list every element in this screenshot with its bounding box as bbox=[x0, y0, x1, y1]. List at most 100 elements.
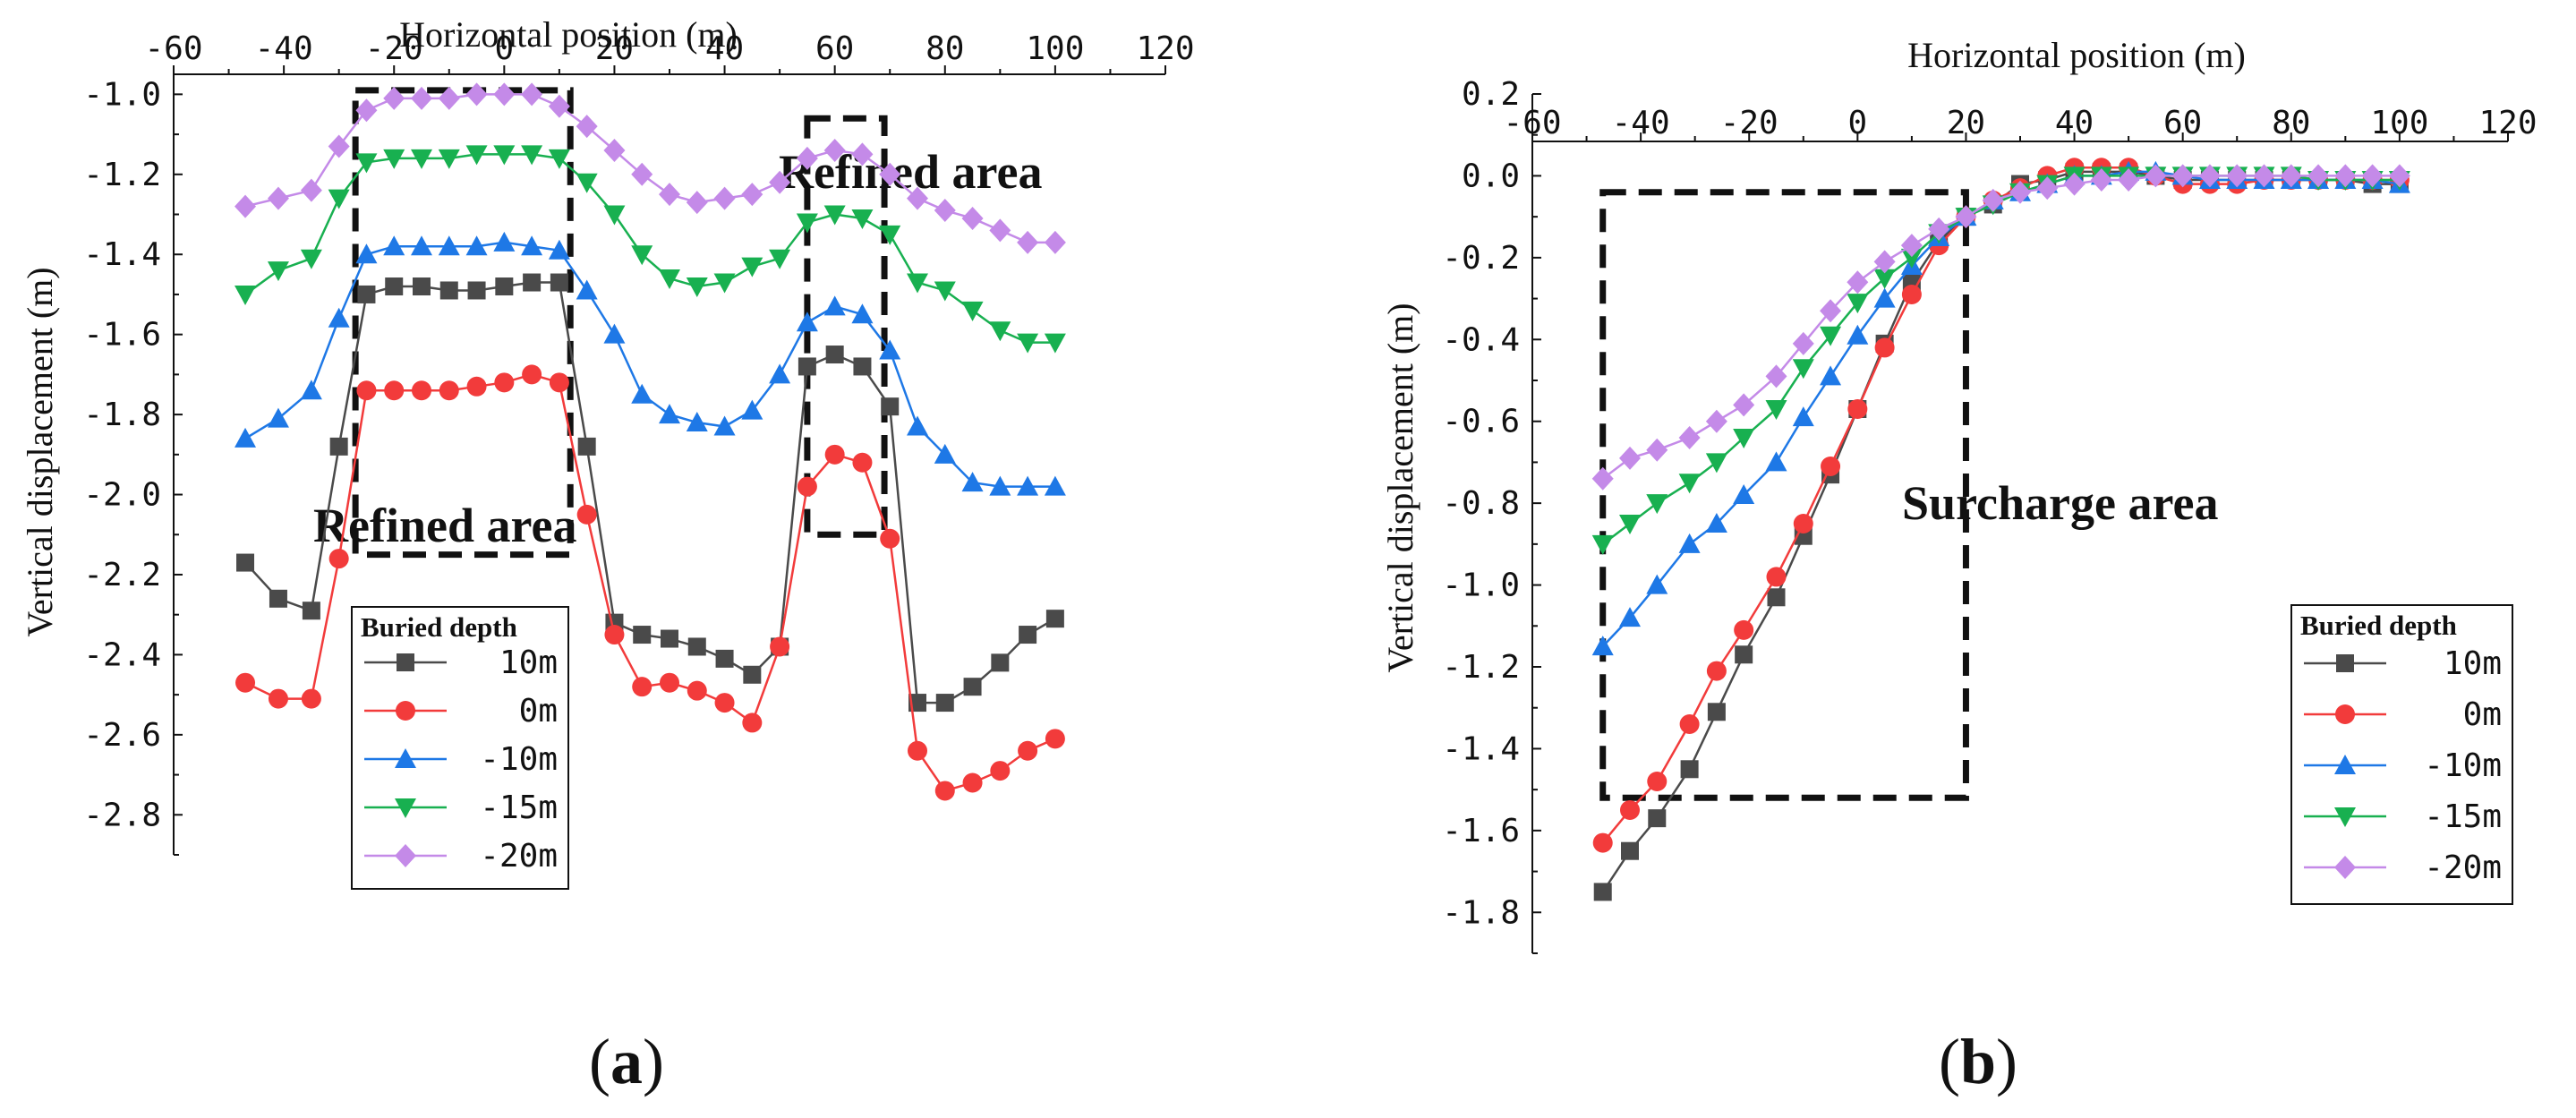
chart-b-point--15m bbox=[1765, 400, 1787, 420]
chart-b-point--20m bbox=[2307, 164, 2330, 188]
chart-a-y-tick-label: -1.4 bbox=[83, 236, 161, 273]
chart-b-point--20m bbox=[2280, 164, 2302, 188]
chart-a-y-tick-label: -2.8 bbox=[83, 797, 161, 833]
chart-a-y-tick-label: -1.0 bbox=[83, 76, 161, 113]
chart-a-point--15m bbox=[659, 269, 680, 290]
chart-a-point--10m bbox=[465, 235, 488, 256]
chart-b-y-tick-label: -0.8 bbox=[1442, 485, 1520, 522]
chart-b-x-tick-label: 20 bbox=[1947, 105, 1985, 141]
chart-a-point--15m bbox=[548, 149, 570, 169]
chart-a-point--20m bbox=[576, 115, 598, 139]
chart-b-legend-box bbox=[2290, 604, 2513, 905]
chart-b-y-tick-label: -1.8 bbox=[1442, 894, 1520, 931]
chart-b-point-0m bbox=[1706, 661, 1727, 681]
chart-a-point--10m bbox=[300, 380, 322, 400]
chart-b-dashed-region-1 bbox=[1599, 189, 1969, 801]
chart-a-x-tick-label: -60 bbox=[144, 30, 202, 67]
chart-b-legend-marker--20m bbox=[2334, 856, 2356, 879]
chart-b-point--10m bbox=[1847, 324, 1869, 345]
chart-a-point--10m bbox=[1044, 475, 1066, 496]
chart-a-point--10m bbox=[769, 363, 791, 384]
chart-b-point--10m bbox=[1820, 365, 1842, 386]
chart-b-legend-marker--15m bbox=[2334, 807, 2356, 827]
chart-b-point-0m bbox=[1592, 832, 1613, 853]
chart-a-point-0m bbox=[356, 380, 377, 401]
chart-a-y-tick-label: -2.4 bbox=[83, 636, 161, 673]
chart-a-point-0m bbox=[990, 761, 1011, 781]
chart-a-legend-title: Buried depth bbox=[361, 611, 517, 643]
chart-a-point-0m bbox=[466, 376, 487, 397]
chart-a-point--10m bbox=[686, 412, 708, 432]
chart-a-point-0m bbox=[632, 677, 653, 697]
chart-a-y-tick-label: -2.2 bbox=[83, 557, 161, 593]
panel-label-a: (a) bbox=[589, 1026, 664, 1097]
chart-a-x-tick-label: 40 bbox=[705, 30, 744, 67]
chart-a-point--15m bbox=[438, 149, 460, 169]
chart-a-point--20m bbox=[1044, 230, 1066, 254]
chart-a-point-10m bbox=[1045, 610, 1064, 628]
chart-a-point-0m bbox=[852, 452, 873, 473]
chart-a-point--20m bbox=[686, 191, 708, 215]
chart-a-point--20m bbox=[267, 186, 289, 210]
chart-a-point--20m bbox=[383, 86, 405, 110]
chart-b-y-tick-label: -1.6 bbox=[1442, 813, 1520, 849]
chart-a-y-tick-label: -1.8 bbox=[83, 397, 161, 433]
chart-a-point--20m bbox=[934, 199, 956, 223]
chart-a-point-0m bbox=[1018, 740, 1038, 761]
chart-a-point-0m bbox=[660, 672, 679, 693]
chart-a-series-line--10m bbox=[244, 241, 1055, 488]
panel-b-open: ( bbox=[1939, 1026, 1960, 1097]
chart-b-point--20m bbox=[1792, 331, 1814, 355]
chart-b-point--10m bbox=[1765, 451, 1787, 472]
chart-a-point--15m bbox=[879, 225, 901, 245]
chart-a-point-10m bbox=[798, 357, 816, 376]
chart-b-point--20m bbox=[2388, 164, 2410, 188]
chart-a-x-tick-label: 60 bbox=[815, 30, 854, 67]
chart-b-point--15m bbox=[1678, 474, 1701, 494]
chart-a-x-tick-label: -20 bbox=[365, 30, 423, 67]
chart-a-point--15m bbox=[465, 145, 488, 166]
chart-a-point-10m bbox=[991, 653, 1010, 672]
chart-b-point-0m bbox=[1647, 772, 1668, 791]
chart-b-point--20m bbox=[2226, 164, 2248, 188]
chart-a-point--20m bbox=[328, 134, 350, 158]
chart-b-y-tick-label: -1.2 bbox=[1442, 649, 1520, 686]
chart-a-point-0m bbox=[824, 444, 845, 465]
chart-a-point-0m bbox=[908, 740, 927, 761]
chart-a-x-tick-label: 120 bbox=[1136, 30, 1194, 67]
chart-b-point--20m bbox=[2253, 164, 2275, 188]
chart-a-point--15m bbox=[521, 145, 543, 166]
chart-b-x-tick-label: 0 bbox=[1847, 105, 1867, 141]
chart-a-point--15m bbox=[603, 205, 626, 226]
chart-a-point-10m bbox=[495, 277, 514, 296]
chart-a-point--10m bbox=[796, 312, 818, 332]
chart-a-legend-label-0m: 0m bbox=[519, 693, 558, 730]
chart-b-point--10m bbox=[1591, 636, 1614, 656]
chart-a-point--10m bbox=[521, 235, 543, 256]
chart-b-point-10m bbox=[1680, 760, 1699, 779]
chart-a-point-10m bbox=[236, 553, 255, 572]
chart-b-point-0m bbox=[1620, 800, 1640, 820]
chart-a-point--10m bbox=[328, 307, 350, 328]
chart-a-y-tick-label: -2.0 bbox=[83, 477, 161, 514]
chart-a-point--10m bbox=[355, 243, 378, 264]
chart-b-point--10m bbox=[1733, 484, 1755, 504]
chart-a-point--10m bbox=[879, 339, 901, 360]
chart-b-point-10m bbox=[1707, 703, 1726, 721]
chart-a-x-tick-label: 80 bbox=[925, 30, 964, 67]
chart-b-x-axis-title: Horizontal position (m) bbox=[1907, 35, 2246, 75]
chart-b-point-0m bbox=[1734, 619, 1754, 640]
chart-a-point-10m bbox=[357, 285, 376, 303]
chart-a-point--15m bbox=[961, 301, 984, 321]
chart-a-point-0m bbox=[934, 781, 955, 801]
chart-b-point--20m bbox=[1619, 446, 1641, 470]
chart-a-point-10m bbox=[439, 281, 458, 300]
chart-a-x-tick-label: 100 bbox=[1026, 30, 1084, 67]
chart-a-point-10m bbox=[577, 437, 596, 456]
chart-b-x-tick-label: 100 bbox=[2370, 105, 2428, 141]
chart-a-point--20m bbox=[411, 86, 432, 110]
chart-a-point-0m bbox=[412, 380, 431, 401]
chart-a-point--15m bbox=[631, 245, 653, 266]
chart-b-legend-label--10m: -10m bbox=[2424, 747, 2502, 784]
